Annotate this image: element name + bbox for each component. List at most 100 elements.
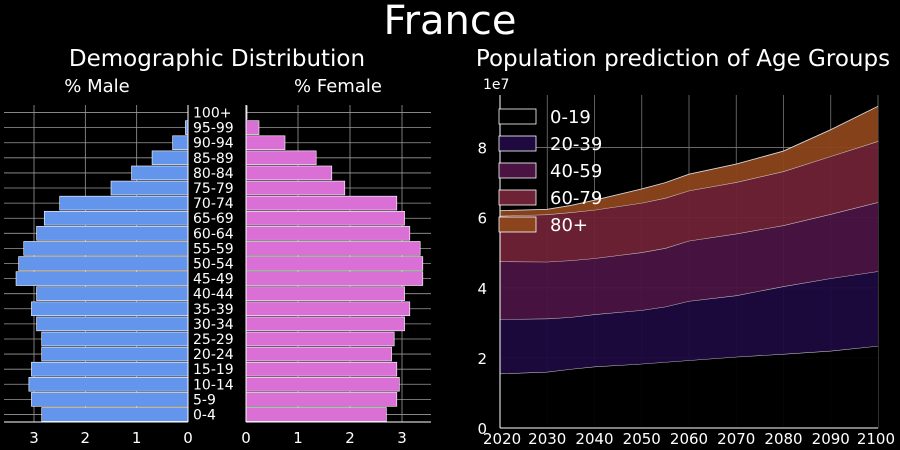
area-40-59 [500, 202, 878, 320]
age-group-label: 60-64 [193, 226, 234, 242]
female-bar [245, 286, 405, 301]
age-group-label: 70-74 [193, 196, 234, 212]
male-x-tick-label: 0 [183, 429, 193, 447]
male-bar [43, 210, 189, 226]
legend-label: 20-39 [550, 134, 602, 155]
male-bar [31, 392, 189, 407]
legend-label: 60-79 [550, 188, 602, 209]
age-group-label: 55-59 [193, 241, 234, 257]
area-x-tick-label: 2040 [575, 430, 613, 448]
female-bar [245, 165, 333, 181]
area-x-tick-label: 2030 [528, 430, 566, 448]
male-bar [172, 135, 189, 150]
female-bar [245, 301, 411, 317]
male-x-tick-label: 3 [29, 429, 39, 447]
legend-swatch-20-39 [498, 135, 537, 152]
legend-label: 0-19 [550, 107, 591, 128]
area-x-tick-label: 2020 [483, 430, 521, 448]
male-x-tick-label: 1 [132, 429, 142, 447]
area-20-39 [500, 271, 878, 374]
area-x-tick-label: 2060 [670, 430, 708, 448]
figure-title: France [383, 0, 517, 44]
male-bar [110, 180, 189, 196]
female-bar [245, 120, 260, 135]
age-group-label: 30-34 [193, 317, 234, 333]
female-bar [245, 377, 400, 392]
area-x-tick-label: 2090 [812, 430, 850, 448]
female-x-tick-label: 1 [293, 429, 303, 447]
area-y-tick-label: 6 [477, 210, 487, 228]
female-bar [245, 407, 387, 422]
female-bar [245, 180, 346, 196]
male-bar [59, 195, 189, 211]
male-bar [18, 256, 189, 271]
male-bar [151, 150, 189, 166]
legend-label: 40-59 [550, 161, 602, 182]
female-axis-title: % Female [294, 76, 382, 97]
male-bar [31, 361, 189, 377]
age-group-label: 10-14 [193, 377, 234, 393]
female-bar [245, 392, 398, 407]
female-bar [245, 135, 286, 150]
age-group-label: 95-99 [193, 121, 234, 137]
female-bar [245, 150, 317, 166]
female-bar [245, 331, 395, 347]
female-bar [245, 361, 398, 377]
area-x-tick-label: 2080 [764, 430, 802, 448]
area-x-tick-label: 2100 [857, 430, 895, 448]
male-bar [36, 286, 189, 301]
area-80+ [500, 106, 878, 216]
area-edge-80+ [499, 105, 879, 212]
area-chart-title: Population prediction of Age Groups [476, 46, 890, 72]
area-x-tick-label: 2050 [623, 430, 661, 448]
male-bar [36, 226, 189, 241]
female-x-tick-label: 2 [345, 429, 355, 447]
legend-swatch-80+ [498, 216, 537, 233]
legend-swatch-60-79 [498, 189, 537, 206]
female-bar [245, 316, 405, 332]
pyramid-title: Demographic Distribution [69, 46, 365, 72]
male-bar [15, 271, 189, 286]
area-x-tick-label: 2070 [717, 430, 755, 448]
male-bar [28, 377, 189, 392]
legend-label: 80+ [550, 215, 588, 236]
age-group-label: 80-84 [193, 166, 234, 182]
age-group-label: 20-24 [193, 347, 234, 363]
age-group-label: 75-79 [193, 181, 234, 197]
age-group-label: 65-69 [193, 211, 234, 227]
age-group-label: 25-29 [193, 332, 234, 348]
age-group-label: 45-49 [193, 272, 234, 288]
female-bar [245, 210, 405, 226]
female-bar [245, 256, 424, 271]
female-x-tick-label: 3 [397, 429, 407, 447]
area-y-tick-label: 4 [477, 280, 487, 298]
age-group-label: 5-9 [193, 392, 216, 408]
y-offset-label: 1e7 [483, 77, 509, 93]
male-bar [41, 331, 189, 347]
area-y-tick-label: 8 [477, 140, 487, 158]
female-bar [245, 195, 398, 211]
male-bar [41, 346, 189, 362]
age-group-label: 0-4 [193, 407, 216, 423]
age-group-label: 40-44 [193, 287, 234, 303]
age-group-label: 50-54 [193, 257, 234, 273]
age-group-label: 15-19 [193, 362, 234, 378]
male-bar [36, 316, 189, 332]
male-x-tick-label: 2 [81, 429, 91, 447]
female-bar [245, 226, 411, 241]
area-y-tick-label: 0 [477, 420, 487, 438]
area-y-tick-label: 2 [477, 350, 487, 368]
age-group-label: 100+ [193, 106, 231, 122]
area-0-19 [500, 345, 878, 428]
legend-swatch-0-19 [498, 108, 537, 125]
age-group-label: 90-94 [193, 136, 234, 152]
female-bar [245, 271, 424, 286]
male-bar [131, 165, 189, 181]
age-group-label: 85-89 [193, 151, 234, 167]
legend-swatch-40-59 [498, 162, 537, 179]
male-bar [23, 241, 189, 256]
age-group-label: 35-39 [193, 302, 234, 318]
female-x-tick-label: 0 [241, 429, 251, 447]
female-bar [245, 241, 421, 256]
